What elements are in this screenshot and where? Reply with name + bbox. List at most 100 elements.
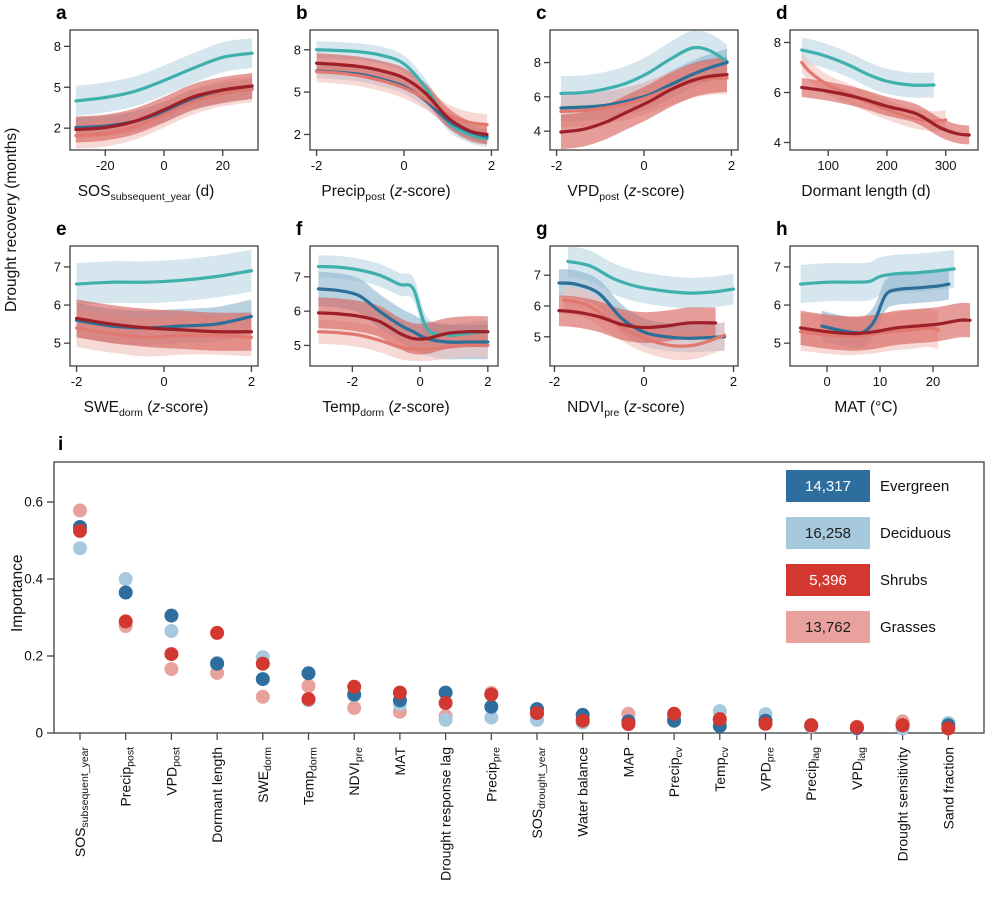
category-label: VPDpre: [758, 747, 777, 791]
curve-shrubs-line: [314, 61, 489, 137]
panel-g-letter: g: [536, 219, 548, 240]
lines-group: [74, 269, 254, 340]
category-label-base: Drought sensitivity: [895, 747, 911, 861]
scatter-dot-shrubs: [118, 614, 133, 629]
category-label: MAP: [620, 747, 636, 777]
category-label: Tempdorm: [301, 747, 320, 805]
category-label-base: Temp: [712, 757, 728, 791]
panel-row-2: e 5 6 7 -2 0 2 SWEdorm (z-score) f 5 6 7 -2 0 2 Tempdo…: [26, 218, 986, 419]
curve-deciduous-line: [798, 267, 956, 286]
scatter-dot-deciduous: [484, 710, 499, 725]
scatter-dot-evergreen: [438, 685, 453, 700]
category-label-base: VPD: [758, 762, 774, 791]
panel-c: c 4 6 8 -2 0 2 VPDpost (z-score): [506, 2, 746, 203]
scatter-dot-evergreen: [118, 585, 133, 600]
x-tick-label: 300: [935, 158, 957, 173]
scatter-dot-shrubs: [392, 685, 407, 700]
panel-g: g 5 6 7 -2 0 2 NDVIpre (z-score): [506, 218, 746, 419]
category-label: Precippost: [118, 747, 137, 807]
category-label-subscript: lag: [856, 747, 868, 761]
panel-f-letter: f: [296, 219, 303, 240]
scatter-dot-deciduous: [164, 624, 179, 638]
panel-b-letter: b: [296, 3, 308, 24]
curve-shrubs-line: [557, 309, 718, 330]
scatter-dot-deciduous: [73, 541, 87, 556]
category-label-base: VPD: [849, 761, 865, 790]
curve-deciduous-line: [559, 45, 729, 96]
y-tick-label: 5: [54, 80, 61, 95]
legend-count: 5,396: [809, 571, 847, 589]
y-tick-label: 8: [774, 35, 781, 50]
panel-d-letter: d: [776, 3, 788, 24]
legend-swatch: 16,258: [786, 517, 870, 549]
lines-group: [314, 48, 489, 141]
panel-e-x-axis-label: SWEdorm (z-score): [83, 399, 209, 420]
curve-evergreen-line: [559, 60, 729, 110]
plot-frame: [69, 29, 259, 151]
curve-deciduous-line: [800, 48, 936, 87]
x-axis-label-subscript: subsequent_year: [110, 191, 192, 204]
category-label-base: Water balance: [575, 747, 591, 837]
category-label-subscript: drought_year: [536, 747, 548, 809]
y-tick-label: 5: [774, 336, 781, 351]
panel-e-plot: e 5 6 7 -2 0 2: [54, 219, 259, 389]
legend-count: 14,317: [805, 477, 851, 495]
curve-grasses-line: [74, 87, 254, 138]
category-label-subscript: cv: [719, 746, 731, 757]
scatter-dot-shrubs: [255, 656, 270, 671]
y-tick-label: 0.6: [24, 495, 43, 510]
legend-row: 16,258 Deciduous: [786, 517, 951, 549]
category-label: Tempcv: [712, 746, 731, 791]
legend-label: Grasses: [880, 618, 936, 636]
y-tick-label: 7: [294, 269, 301, 284]
curve-deciduous-line: [314, 48, 489, 141]
scatter-dot-evergreen: [255, 672, 270, 687]
curve-shrubs-band: [76, 299, 252, 351]
scatter-dot-shrubs: [484, 687, 499, 702]
panel-d-plot: d 4 6 8 100 200 300: [774, 3, 979, 173]
italic-z: z: [394, 183, 403, 200]
scatter-dot-shrubs: [758, 716, 773, 731]
x-axis-label-subscript: dorm: [118, 407, 143, 420]
x-tick-label: 0: [823, 374, 830, 389]
category-label-base: SOS: [529, 809, 545, 839]
curve-shrubs-line: [74, 316, 254, 334]
plot-frame: [309, 29, 499, 151]
y-tick-label: 4: [774, 135, 781, 150]
category-label-base: VPD: [163, 767, 179, 796]
plot-frame: [309, 245, 499, 367]
y-tick-label: 7: [534, 268, 541, 283]
legend-row: 5,396 Shrubs: [786, 564, 951, 596]
curve-shrubs-band: [558, 295, 716, 343]
x-tick-label: 2: [728, 158, 735, 173]
x-axis-label-subscript: dorm: [360, 407, 385, 420]
curve-grasses-line: [798, 326, 940, 338]
curve-grasses-line: [316, 330, 490, 351]
plot-frame: [69, 245, 259, 367]
category-label-subscript: cv: [673, 746, 685, 757]
scatter-dot-shrubs: [164, 647, 179, 662]
category-label: SOSsubsequent_year: [72, 746, 91, 857]
y-tick-label: 6: [774, 85, 781, 100]
x-axis-label-subscript: post: [599, 191, 620, 204]
italic-z: z: [152, 399, 161, 416]
x-tick-label: -2: [551, 158, 563, 173]
scatter-dot-grasses: [301, 679, 316, 693]
plot-frame: [549, 245, 739, 367]
italic-z: z: [393, 399, 402, 416]
category-label-subscript: post: [170, 747, 182, 767]
curve-shrubs-line: [74, 84, 254, 132]
lines-group: [559, 45, 729, 134]
panel-i-letter: i: [58, 434, 63, 455]
category-label-base: NDVI: [346, 762, 362, 795]
y-tick-label: 5: [54, 336, 61, 351]
y-tick-label: 2: [294, 127, 301, 142]
scatter-dot-shrubs: [621, 717, 636, 732]
italic-z: z: [628, 183, 637, 200]
legend-swatch: 14,317: [786, 470, 870, 502]
category-label: Dormant length: [209, 747, 225, 843]
scatter-dot-evergreen: [164, 608, 179, 623]
legend-label: Deciduous: [880, 524, 951, 542]
panel-h-plot: h 5 6 7 0 10 20: [774, 219, 979, 389]
panel-a-letter: a: [56, 3, 67, 24]
